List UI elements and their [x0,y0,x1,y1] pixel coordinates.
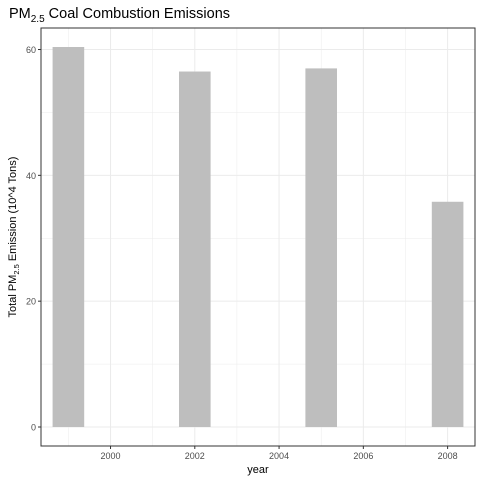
y-tick-label: 0 [31,423,36,433]
chart-title-rest: Coal Combustion Emissions [45,6,230,22]
y-axis-label-main: Total PM [7,275,19,318]
chart-title-subscript: 2.5 [31,14,45,25]
bar-2005 [305,68,338,427]
x-tick-label: 2008 [438,451,458,461]
bar-2002 [178,71,211,427]
chart-title-main: PM [9,6,31,22]
y-axis-label: Total PM2.5 Emission (10^4 Tons) [7,157,21,318]
x-axis-label: year [247,464,269,476]
bars [52,47,464,427]
x-tick-label: 2004 [269,451,289,461]
bar-1999 [52,47,85,427]
y-tick-label: 40 [26,171,36,181]
x-tick-label: 2006 [353,451,373,461]
x-tick-label: 2000 [101,451,121,461]
x-axis-ticks: 2000 2002 2004 2006 2008 [101,446,458,461]
y-tick-label: 20 [26,297,36,307]
bar-2008 [431,201,464,427]
y-axis-label-subscript: 2.5 [12,264,21,274]
x-tick-label: 2002 [185,451,205,461]
grid-minor [41,28,475,446]
grid-major [41,28,475,446]
y-axis-label-rest: Emission (10^4 Tons) [7,157,19,265]
chart-title: PM2.5 Coal Combustion Emissions [9,6,230,25]
y-axis-ticks: 0 20 40 60 [26,45,41,433]
panel-border [40,27,476,447]
y-tick-label: 60 [26,45,36,55]
